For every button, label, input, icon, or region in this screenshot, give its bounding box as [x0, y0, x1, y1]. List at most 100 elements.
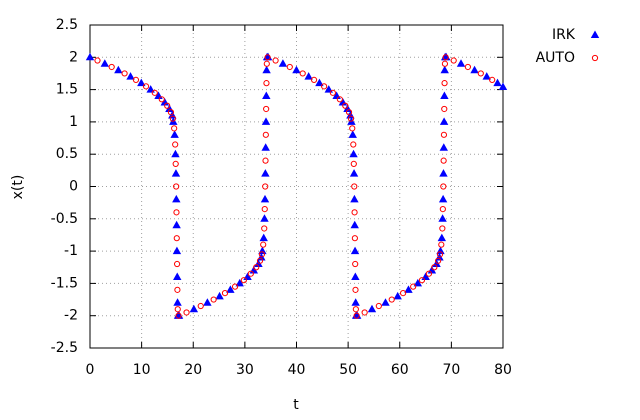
point: [151, 89, 158, 96]
point: [350, 160, 357, 167]
point: [493, 78, 502, 87]
y-tick-label: -1: [64, 243, 78, 259]
x-tick-label: 70: [442, 362, 460, 378]
point: [286, 63, 293, 71]
point: [197, 302, 204, 310]
y-tick-label: -1.5: [51, 275, 78, 291]
x-tick-label: 40: [288, 362, 306, 378]
point: [342, 102, 349, 109]
point: [174, 286, 181, 293]
y-axis-label: x(t): [10, 175, 26, 200]
point: [431, 264, 438, 271]
point: [203, 298, 212, 306]
point: [310, 76, 318, 84]
point: [108, 63, 115, 71]
point: [438, 241, 445, 248]
point: [171, 125, 178, 132]
point: [321, 83, 328, 90]
point: [350, 141, 357, 148]
point: [352, 286, 359, 293]
point: [440, 91, 449, 100]
point: [137, 78, 146, 87]
point: [441, 60, 449, 67]
point: [329, 89, 336, 96]
point: [142, 83, 150, 90]
point: [438, 214, 447, 222]
x-tick-label: 20: [184, 362, 202, 378]
point: [410, 283, 417, 290]
point: [351, 298, 360, 306]
point: [304, 72, 313, 80]
point: [175, 312, 182, 319]
point: [367, 304, 377, 313]
point: [261, 206, 268, 213]
point: [262, 157, 269, 164]
point: [226, 285, 235, 293]
point: [261, 143, 270, 151]
point: [253, 264, 260, 271]
point: [172, 246, 182, 255]
point: [173, 298, 182, 306]
point: [439, 169, 448, 177]
point: [183, 309, 190, 316]
y-tick-label: -2.5: [51, 340, 78, 356]
point: [262, 65, 271, 74]
point: [231, 283, 239, 290]
point: [172, 160, 179, 167]
point: [278, 59, 288, 67]
point: [361, 309, 368, 316]
point: [441, 80, 448, 87]
y-tick-label: -0.5: [51, 211, 78, 227]
point: [171, 169, 181, 177]
point: [440, 157, 447, 164]
point: [352, 306, 359, 313]
point: [247, 270, 254, 277]
point: [173, 183, 180, 190]
point: [336, 96, 343, 103]
point: [167, 109, 175, 116]
point: [169, 115, 176, 122]
point: [258, 251, 266, 258]
legend-label: AUTO: [536, 50, 575, 66]
point: [173, 235, 180, 242]
y-tick-label: -2: [64, 308, 78, 324]
point: [351, 272, 360, 280]
point: [240, 277, 247, 284]
point: [315, 78, 324, 87]
point: [489, 76, 496, 84]
point: [351, 235, 358, 242]
point: [172, 141, 179, 148]
point: [349, 149, 358, 158]
point: [349, 169, 359, 177]
point: [158, 96, 165, 103]
point: [262, 91, 271, 100]
point: [259, 233, 268, 242]
point: [404, 285, 413, 293]
plot-frame: [89, 24, 504, 349]
y-tick-label: 1.5: [56, 82, 78, 98]
y-tick-label: 2: [69, 49, 78, 65]
point: [235, 278, 244, 287]
y-tick-label: 0.5: [56, 146, 78, 162]
point: [100, 59, 110, 67]
point: [164, 102, 171, 109]
x-tick-label: 30: [236, 362, 254, 378]
point: [262, 183, 269, 190]
point: [418, 277, 426, 284]
x-tick-label: 50: [339, 362, 357, 378]
point: [261, 225, 268, 232]
point: [353, 312, 360, 319]
x-tick-label: 0: [86, 362, 95, 378]
point: [438, 194, 448, 203]
point: [393, 291, 402, 300]
point: [425, 270, 433, 277]
point: [400, 289, 407, 297]
x-tick-label: 60: [391, 362, 409, 378]
point: [215, 291, 224, 300]
point: [450, 57, 457, 64]
point: [173, 260, 181, 268]
point: [174, 306, 181, 313]
point: [375, 302, 382, 310]
point: [121, 70, 128, 77]
point: [292, 65, 301, 74]
